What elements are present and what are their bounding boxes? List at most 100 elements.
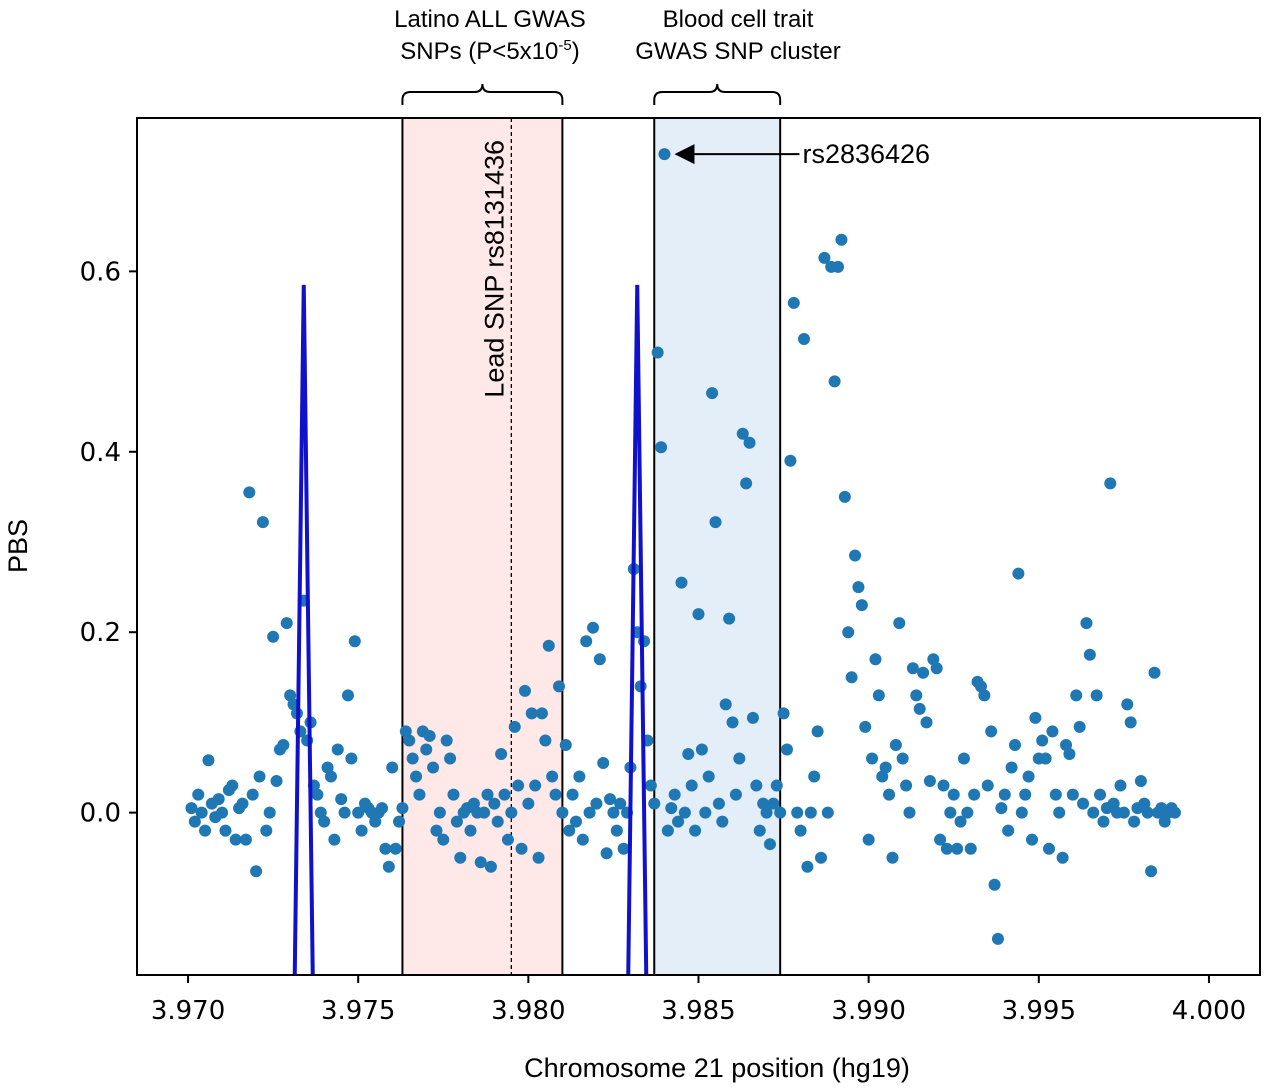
data-point xyxy=(1022,770,1035,783)
data-point xyxy=(1053,806,1066,819)
y-axis-label: PBS xyxy=(3,519,33,573)
data-point xyxy=(702,770,715,783)
data-point xyxy=(842,626,855,639)
data-point xyxy=(797,333,810,346)
data-point xyxy=(968,788,981,801)
data-point xyxy=(393,815,406,828)
data-point xyxy=(202,754,215,767)
data-point xyxy=(532,851,545,864)
data-point xyxy=(757,797,770,810)
data-point xyxy=(954,815,967,828)
blood-cell-region xyxy=(653,117,782,976)
data-point xyxy=(324,770,337,783)
data-point xyxy=(1090,689,1103,702)
data-point xyxy=(763,838,776,851)
x-tick-label: 3.975 xyxy=(321,996,395,1026)
data-point xyxy=(229,833,242,846)
data-point xyxy=(583,806,596,819)
data-point xyxy=(341,689,354,702)
data-point xyxy=(444,752,457,765)
data-point xyxy=(277,738,290,751)
region-title-blood-line1: Blood cell trait xyxy=(663,6,814,33)
data-point xyxy=(239,833,252,846)
data-point xyxy=(940,842,953,855)
x-tick-label: 3.985 xyxy=(661,996,735,1026)
data-point xyxy=(991,932,1004,945)
data-point xyxy=(454,851,467,864)
data-point xyxy=(236,797,249,810)
data-point xyxy=(784,454,797,467)
data-point xyxy=(709,516,722,529)
data-point xyxy=(685,779,698,792)
data-point xyxy=(1008,738,1021,751)
data-point xyxy=(597,757,610,770)
data-point xyxy=(318,815,331,828)
data-point xyxy=(917,666,930,679)
data-point xyxy=(590,797,603,810)
data-point xyxy=(587,621,600,634)
data-point xyxy=(879,761,892,774)
data-point xyxy=(267,630,280,643)
data-point xyxy=(777,707,790,720)
data-point xyxy=(614,797,627,810)
data-point xyxy=(250,865,263,878)
data-point xyxy=(185,802,198,815)
data-point xyxy=(263,806,276,819)
data-point xyxy=(607,806,620,819)
data-point xyxy=(774,806,787,819)
data-point xyxy=(845,671,858,684)
x-axis-label: Chromosome 21 position (hg19) xyxy=(524,1053,910,1083)
data-point xyxy=(246,788,259,801)
data-point xyxy=(379,842,392,855)
data-point xyxy=(1097,815,1110,828)
data-point xyxy=(913,702,926,715)
data-point xyxy=(692,608,705,621)
data-point xyxy=(716,815,729,828)
data-point xyxy=(188,815,201,828)
data-point xyxy=(862,833,875,846)
data-point xyxy=(515,842,528,855)
data-point xyxy=(835,233,848,246)
data-point xyxy=(1039,752,1052,765)
data-point xyxy=(723,612,736,625)
data-point xyxy=(253,770,266,783)
data-point xyxy=(338,806,351,819)
data-point xyxy=(1005,761,1018,774)
data-point xyxy=(563,824,576,837)
data-point xyxy=(447,788,460,801)
data-point xyxy=(852,581,865,594)
data-point xyxy=(256,516,269,529)
data-point xyxy=(542,639,555,652)
data-point xyxy=(811,725,824,738)
data-point xyxy=(804,806,817,819)
data-point xyxy=(729,788,742,801)
data-point xyxy=(369,815,382,828)
data-point xyxy=(733,752,746,765)
data-point xyxy=(481,788,494,801)
data-point xyxy=(406,752,419,765)
region-title-latino-close: ) xyxy=(572,38,580,65)
data-point xyxy=(719,698,732,711)
data-point xyxy=(348,635,361,648)
data-point xyxy=(1029,711,1042,724)
data-point xyxy=(787,296,800,309)
data-point xyxy=(1148,666,1161,679)
data-point xyxy=(876,770,889,783)
data-point xyxy=(501,833,514,846)
data-point xyxy=(345,752,358,765)
peak-line xyxy=(292,284,315,976)
y-tick-label: 0.0 xyxy=(80,799,121,829)
x-tick-label: 4.000 xyxy=(1172,996,1246,1026)
data-point xyxy=(216,806,229,819)
data-point xyxy=(270,775,283,788)
data-point xyxy=(726,716,739,729)
x-tick-label: 3.970 xyxy=(151,996,225,1026)
data-point xyxy=(995,802,1008,815)
data-point xyxy=(801,860,814,873)
data-point xyxy=(947,788,960,801)
data-point xyxy=(433,806,446,819)
region-title-blood-line2: GWAS SNP cluster xyxy=(635,38,840,65)
data-point xyxy=(655,441,668,454)
data-point xyxy=(832,260,845,273)
data-point xyxy=(495,747,508,760)
